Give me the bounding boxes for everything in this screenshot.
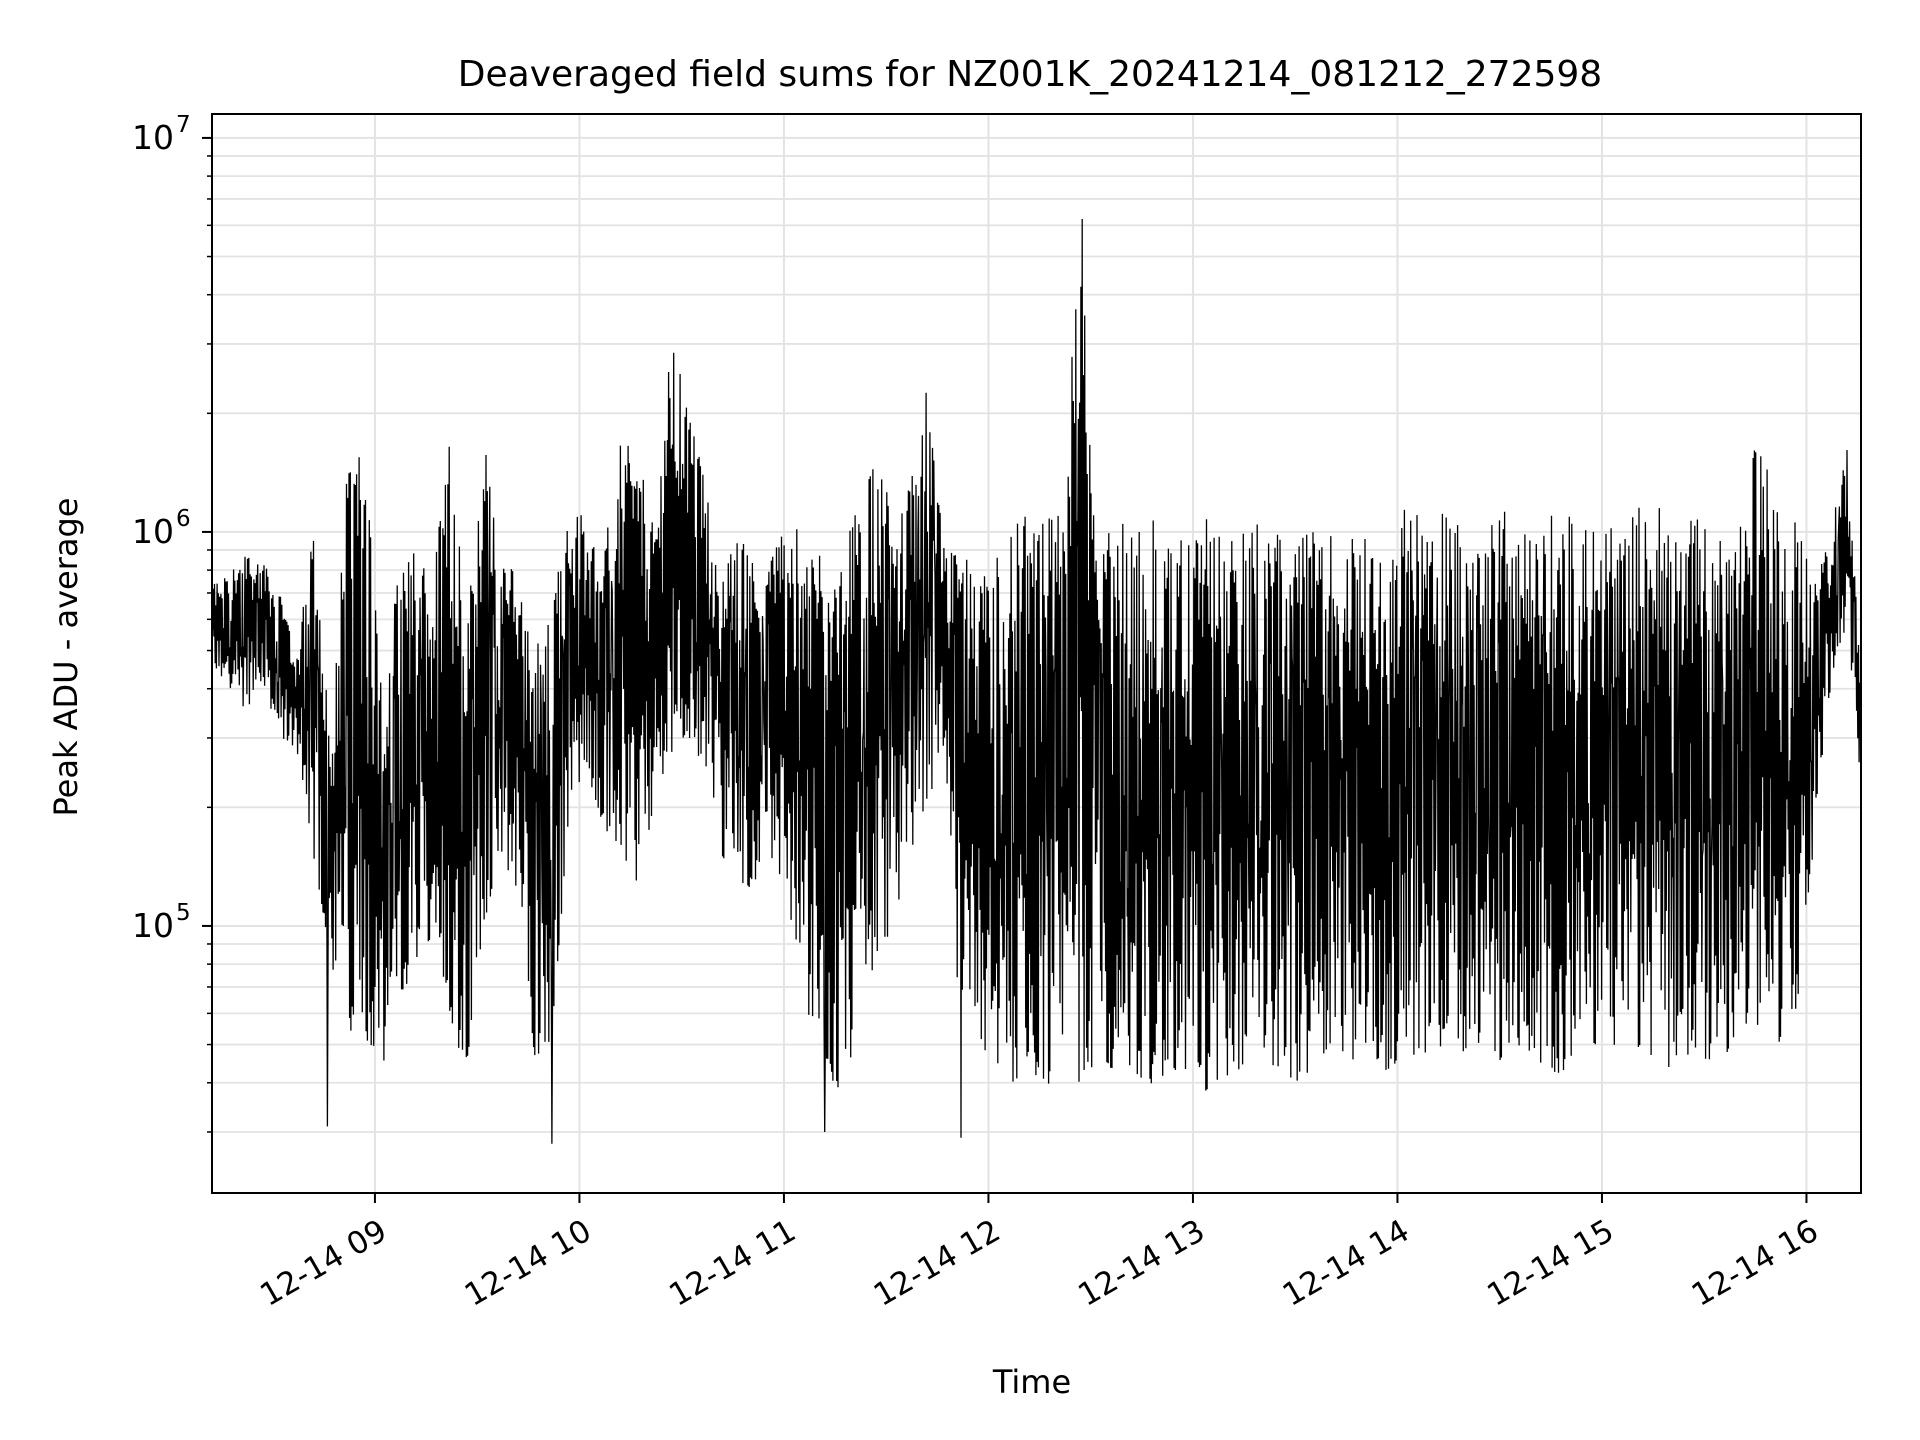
chart-title: Deaveraged field sums for NZ001K_2024121… bbox=[458, 54, 1602, 95]
y-axis-title: Peak ADU - average bbox=[47, 498, 85, 817]
y-tick-exponent: 7 bbox=[176, 112, 191, 138]
x-axis-title: Time bbox=[992, 1363, 1071, 1401]
y-tick-exponent: 6 bbox=[176, 506, 191, 532]
y-tick-label: 10 bbox=[132, 906, 174, 945]
plot-area bbox=[211, 218, 1862, 1144]
y-tick-exponent: 5 bbox=[176, 900, 191, 926]
series-line bbox=[211, 218, 1862, 1144]
y-tick-label: 10 bbox=[132, 118, 174, 157]
y-tick-label: 10 bbox=[132, 512, 174, 551]
axes-frame bbox=[211, 113, 1862, 1194]
